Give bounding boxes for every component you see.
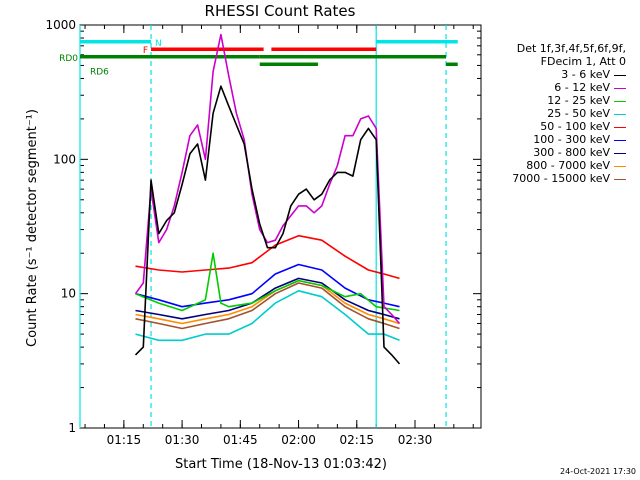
y-axis-label: Count Rate (s⁻¹ detector segment⁻¹) bbox=[25, 109, 40, 347]
legend-entry: 25 - 50 keV bbox=[547, 107, 626, 120]
legend-swatch bbox=[614, 87, 626, 89]
legend-header: Det 1f,3f,4f,5f,6f,9f, bbox=[516, 42, 626, 55]
legend-swatch bbox=[614, 152, 626, 154]
legend-entry: 100 - 300 keV bbox=[533, 133, 626, 146]
flag-label: RD0 bbox=[59, 54, 78, 64]
y-tick-label: 1 bbox=[68, 421, 76, 435]
legend-swatch bbox=[614, 100, 626, 102]
x-tick-label: 02:00 bbox=[281, 433, 316, 447]
legend-entry-label: 50 - 100 keV bbox=[540, 120, 610, 133]
y-tick-label: 1000 bbox=[45, 18, 76, 32]
legend-swatch bbox=[614, 178, 626, 180]
series-line bbox=[135, 282, 400, 330]
legend-entry: 7000 - 15000 keV bbox=[512, 172, 626, 185]
series-line bbox=[134, 85, 401, 365]
legend-entry: 800 - 7000 keV bbox=[526, 159, 626, 172]
chart-title: RHESSI Count Rates bbox=[205, 2, 356, 20]
legend-entry-label: 3 - 6 keV bbox=[561, 68, 610, 81]
flag-label: RD6 bbox=[90, 67, 109, 77]
flag-label: F bbox=[143, 46, 148, 56]
legend-swatch bbox=[614, 113, 626, 115]
y-tick-label: 100 bbox=[53, 152, 76, 166]
legend-entry: 300 - 800 keV bbox=[533, 146, 626, 159]
x-tick-label: 01:15 bbox=[107, 433, 142, 447]
series-line bbox=[134, 33, 401, 325]
legend-entry: 50 - 100 keV bbox=[540, 120, 626, 133]
x-tick-label: 01:45 bbox=[223, 433, 258, 447]
legend-entry-label: 6 - 12 keV bbox=[554, 81, 610, 94]
legend-entry-label: 100 - 300 keV bbox=[533, 133, 610, 146]
series-line bbox=[135, 252, 400, 312]
legend-entry-label: 7000 - 15000 keV bbox=[512, 172, 610, 185]
plot-frame bbox=[79, 24, 482, 429]
legend-entry: 3 - 6 keV bbox=[561, 68, 626, 81]
legend-entry-label: 25 - 50 keV bbox=[547, 107, 610, 120]
legend-swatch bbox=[614, 126, 626, 128]
legend-entry: 6 - 12 keV bbox=[554, 81, 626, 94]
legend-entry-label: 300 - 800 keV bbox=[533, 146, 610, 159]
legend-entry: 12 - 25 keV bbox=[547, 94, 626, 107]
flag-label: N bbox=[155, 39, 162, 49]
legend-header: FDecim 1, Att 0 bbox=[540, 55, 626, 68]
series-line bbox=[135, 289, 400, 342]
timestamp: 24-Oct-2021 17:30 bbox=[560, 467, 636, 476]
y-tick-label: 10 bbox=[61, 287, 76, 301]
legend-swatch bbox=[614, 139, 626, 141]
legend-entry-label: 800 - 7000 keV bbox=[526, 159, 610, 172]
legend-swatch bbox=[614, 165, 626, 167]
series-line bbox=[135, 234, 400, 280]
x-tick-label: 02:30 bbox=[398, 433, 433, 447]
x-axis-label: Start Time (18-Nov-13 01:03:42) bbox=[175, 457, 387, 472]
x-tick-label: 02:15 bbox=[339, 433, 374, 447]
series-line bbox=[135, 277, 400, 320]
plot-area: 1 10 100 1000 01:15 01:30 01:45 02:00 02:15 02:30… bbox=[45, 18, 482, 447]
legend-swatch bbox=[614, 74, 626, 76]
x-tick-label: 01:30 bbox=[165, 433, 200, 447]
legend-entry-label: 12 - 25 keV bbox=[547, 94, 610, 107]
